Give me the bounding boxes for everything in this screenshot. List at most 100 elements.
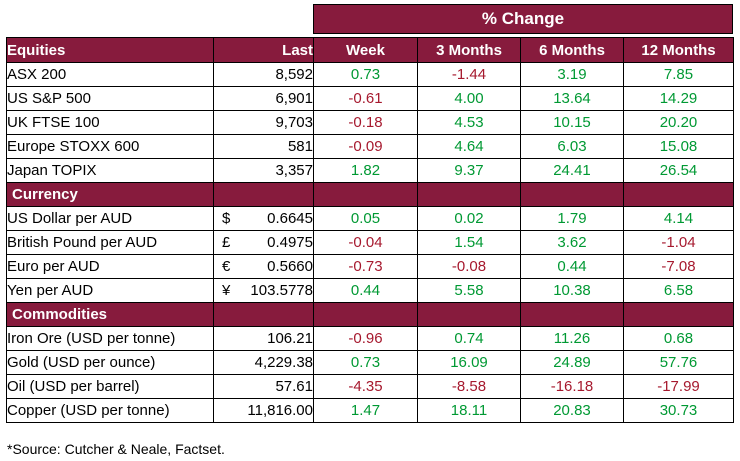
pct-change-value: 26.54 — [623, 158, 734, 183]
pct-change-value: 30.73 — [623, 398, 734, 423]
instrument-name: Oil (USD per barrel) — [6, 374, 214, 399]
currency-symbol: € — [222, 258, 231, 275]
section-header-commodities: Commodities — [6, 302, 734, 327]
instrument-name: British Pound per AUD — [6, 230, 214, 255]
pct-change-value: 10.15 — [520, 110, 624, 135]
currency-symbol: £ — [222, 234, 231, 251]
pct-change-value: -7.08 — [623, 254, 734, 279]
instrument-name: US Dollar per AUD — [6, 206, 214, 231]
section-filler — [213, 302, 314, 327]
pct-change-banner: % Change — [313, 4, 733, 34]
instrument-name: Iron Ore (USD per tonne) — [6, 326, 214, 351]
section-filler — [313, 182, 418, 207]
pct-change-value: 11.26 — [520, 326, 624, 351]
pct-change-value: -1.44 — [417, 62, 521, 87]
pct-change-value: -17.99 — [623, 374, 734, 399]
instrument-name: US S&P 500 — [6, 86, 214, 111]
last-value: 57.61 — [213, 374, 314, 399]
pct-change-value: -0.18 — [313, 110, 418, 135]
last-value: 11,816.00 — [213, 398, 314, 423]
last-value: $0.6645 — [213, 206, 314, 231]
section-filler — [417, 182, 521, 207]
last-number: 0.4975 — [267, 234, 313, 251]
pct-change-value: 16.09 — [417, 350, 521, 375]
pct-change-value: 0.05 — [313, 206, 418, 231]
instrument-name: ASX 200 — [6, 62, 214, 87]
last-value: 4,229.38 — [213, 350, 314, 375]
last-value: 9,703 — [213, 110, 314, 135]
last-value: ¥103.5778 — [213, 278, 314, 303]
last-value: €0.5660 — [213, 254, 314, 279]
currency-symbol: ¥ — [222, 282, 231, 299]
pct-change-value: -0.96 — [313, 326, 418, 351]
pct-change-value: -0.08 — [417, 254, 521, 279]
pct-change-value: 15.08 — [623, 134, 734, 159]
table-row: UK FTSE 100 9,703 -0.18 4.53 10.15 20.20 — [6, 110, 734, 135]
pct-change-value: 0.73 — [313, 62, 418, 87]
last-value: 581 — [213, 134, 314, 159]
pct-change-value: 20.83 — [520, 398, 624, 423]
pct-change-value: 6.58 — [623, 278, 734, 303]
section-filler — [313, 302, 418, 327]
currency-symbol: $ — [222, 210, 231, 227]
section-filler — [623, 182, 734, 207]
pct-change-value: 1.54 — [417, 230, 521, 255]
pct-change-value: -0.04 — [313, 230, 418, 255]
col-header-last: Last — [213, 37, 314, 63]
section-filler — [417, 302, 521, 327]
instrument-name: Europe STOXX 600 — [6, 134, 214, 159]
pct-change-value: 1.82 — [313, 158, 418, 183]
pct-change-value: 18.11 — [417, 398, 521, 423]
pct-change-value: 0.74 — [417, 326, 521, 351]
section-filler — [623, 302, 734, 327]
pct-change-value: -0.61 — [313, 86, 418, 111]
pct-change-value: 3.62 — [520, 230, 624, 255]
table-row: British Pound per AUD £0.4975 -0.04 1.54 3.6… — [6, 230, 734, 255]
instrument-name: UK FTSE 100 — [6, 110, 214, 135]
pct-change-value: 0.44 — [313, 278, 418, 303]
pct-change-value: 4.64 — [417, 134, 521, 159]
instrument-name: Japan TOPIX — [6, 158, 214, 183]
column-header-row: Equities Last Week 3 Months 6 Months 12 … — [6, 37, 734, 63]
pct-change-value: 0.73 — [313, 350, 418, 375]
col-header-equities: Equities — [6, 37, 214, 63]
pct-change-value: 4.00 — [417, 86, 521, 111]
table-row: Gold (USD per ounce) 4,229.38 0.73 16.09 24.… — [6, 350, 734, 375]
pct-change-value: 5.58 — [417, 278, 521, 303]
table-row: Europe STOXX 600 581 -0.09 4.64 6.03 15.08 — [6, 134, 734, 159]
last-value: 8,592 — [213, 62, 314, 87]
pct-change-value: 0.68 — [623, 326, 734, 351]
pct-change-value: 9.37 — [417, 158, 521, 183]
instrument-name: Yen per AUD — [6, 278, 214, 303]
col-header-3-months: 3 Months — [417, 37, 521, 63]
pct-change-value: -1.04 — [623, 230, 734, 255]
col-header-12-months: 12 Months — [623, 37, 734, 63]
table-row: Japan TOPIX 3,357 1.82 9.37 24.41 26.54 — [6, 158, 734, 183]
market-table: Equities Last Week 3 Months 6 Months 12 … — [6, 37, 734, 423]
instrument-name: Euro per AUD — [6, 254, 214, 279]
pct-change-value: -0.73 — [313, 254, 418, 279]
last-number: 0.6645 — [267, 210, 313, 227]
last-value: 106.21 — [213, 326, 314, 351]
pct-change-value: 1.47 — [313, 398, 418, 423]
pct-change-value: 10.38 — [520, 278, 624, 303]
section-filler — [520, 302, 624, 327]
pct-change-value: -8.58 — [417, 374, 521, 399]
pct-change-value: 14.29 — [623, 86, 734, 111]
last-value: 3,357 — [213, 158, 314, 183]
pct-change-banner-label: % Change — [481, 9, 565, 28]
instrument-name: Gold (USD per ounce) — [6, 350, 214, 375]
table-row: Copper (USD per tonne) 11,816.00 1.47 18.11… — [6, 398, 734, 423]
pct-change-value: 3.19 — [520, 62, 624, 87]
table-row: US S&P 500 6,901 -0.61 4.00 13.64 14.29 — [6, 86, 734, 111]
section-filler — [213, 182, 314, 207]
last-number: 103.5778 — [250, 282, 313, 299]
pct-change-value: -4.35 — [313, 374, 418, 399]
pct-change-value: 6.03 — [520, 134, 624, 159]
pct-change-value: 24.41 — [520, 158, 624, 183]
last-value: 6,901 — [213, 86, 314, 111]
pct-change-value: 0.44 — [520, 254, 624, 279]
pct-change-value: 1.79 — [520, 206, 624, 231]
pct-change-value: 7.85 — [623, 62, 734, 87]
